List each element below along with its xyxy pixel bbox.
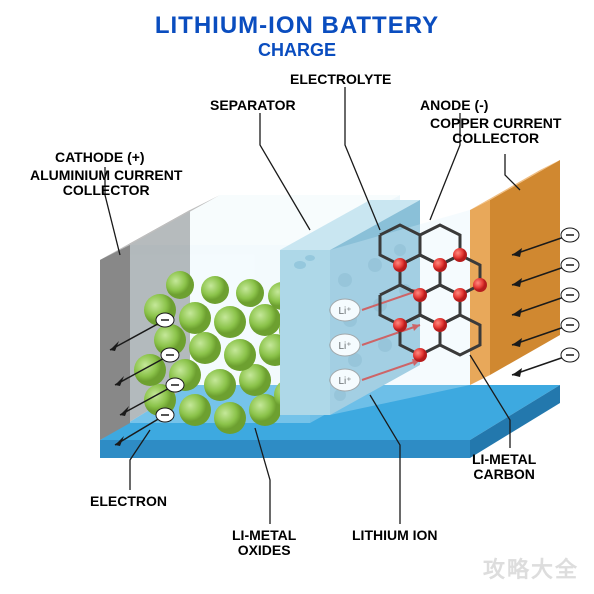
separator-label: SEPARATOR — [210, 98, 296, 113]
diagram-container: LITHIUM-ION BATTERY CHARGE — [0, 0, 594, 594]
lithium-ion-label: LITHIUM ION — [352, 528, 438, 543]
watermark: 攻略大全 — [483, 552, 579, 584]
electrolyte-label: ELECTROLYTE — [290, 72, 391, 87]
anode-label: ANODE (-) — [420, 98, 488, 113]
li-carbon-label: LI-METAL CARBON — [472, 452, 536, 483]
li-oxides-label: LI-METAL OXIDES — [232, 528, 296, 559]
aluminium-label: ALUMINIUM CURRENT COLLECTOR — [30, 168, 182, 199]
electron-label: ELECTRON — [90, 494, 167, 509]
cathode-label: CATHODE (+) — [55, 150, 145, 165]
copper-label: COPPER CURRENT COLLECTOR — [430, 116, 561, 147]
